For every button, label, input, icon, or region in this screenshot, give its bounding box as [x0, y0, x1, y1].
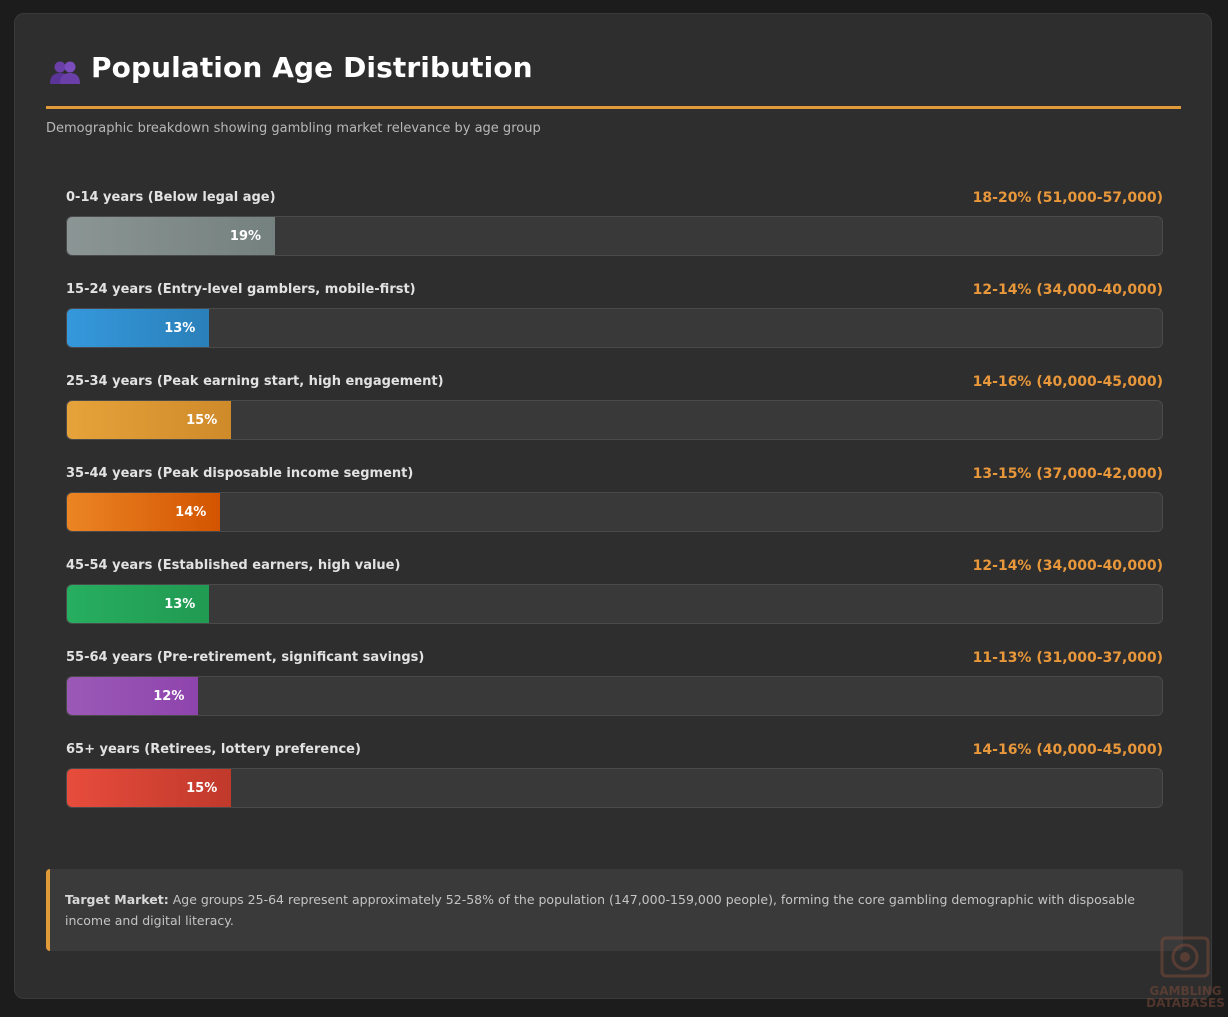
category-label: 55-64 years (Pre-retirement, significant… — [66, 650, 425, 665]
bar-value-label: 12% — [153, 688, 185, 704]
category-label: 0-14 years (Below legal age) — [66, 190, 276, 205]
bar: 19% — [67, 217, 276, 255]
bar-list: 0-14 years (Below legal age) 18-20% (51,0… — [66, 190, 1163, 834]
bar-value-label: 13% — [164, 320, 196, 336]
note-lead: Target Market: — [65, 892, 169, 907]
bar-row: 55-64 years (Pre-retirement, significant… — [66, 650, 1163, 742]
bar-value-label: 13% — [164, 596, 196, 612]
page-title: Population Age Distribution — [91, 51, 533, 84]
bar-track: 19% — [66, 216, 1163, 256]
bar: 15% — [67, 401, 232, 439]
range-label: 18-20% (51,000-57,000) — [972, 190, 1163, 206]
bar: 15% — [67, 769, 232, 807]
bar-row: 15-24 years (Entry-level gamblers, mobil… — [66, 282, 1163, 374]
gambling-databases-logo: GAMBLING DATABASES — [1143, 932, 1228, 1017]
bar-track: 14% — [66, 492, 1163, 532]
bar-track: 13% — [66, 584, 1163, 624]
range-label: 13-15% (37,000-42,000) — [972, 466, 1163, 482]
bar-value-label: 14% — [175, 504, 207, 520]
category-label: 25-34 years (Peak earning start, high en… — [66, 374, 444, 389]
bar-track: 15% — [66, 400, 1163, 440]
range-label: 14-16% (40,000-45,000) — [972, 742, 1163, 758]
bar-track: 13% — [66, 308, 1163, 348]
bar-row: 45-54 years (Established earners, high v… — [66, 558, 1163, 650]
chart-card: Population Age Distribution Demographic … — [14, 13, 1212, 999]
bar-row: 0-14 years (Below legal age) 18-20% (51,0… — [66, 190, 1163, 282]
chart-header: Population Age Distribution — [46, 50, 1181, 109]
range-label: 11-13% (31,000-37,000) — [972, 650, 1163, 666]
bar-value-label: 19% — [229, 228, 262, 244]
chip-icon — [1160, 936, 1210, 978]
range-label: 12-14% (34,000-40,000) — [972, 282, 1163, 298]
people-icon — [50, 61, 80, 84]
category-label: 45-54 years (Established earners, high v… — [66, 558, 401, 573]
category-label: 65+ years (Retirees, lottery preference) — [66, 742, 361, 757]
bar: 13% — [67, 309, 210, 347]
category-label: 15-24 years (Entry-level gamblers, mobil… — [66, 282, 416, 297]
bar: 12% — [67, 677, 199, 715]
bar-track: 15% — [66, 768, 1163, 808]
bar-row: 25-34 years (Peak earning start, high en… — [66, 374, 1163, 466]
bar-value-label: 15% — [186, 412, 218, 428]
watermark-text: GAMBLING DATABASES — [1146, 984, 1225, 1010]
chart-subtitle: Demographic breakdown showing gambling m… — [46, 121, 541, 136]
range-label: 14-16% (40,000-45,000) — [972, 374, 1163, 390]
bar: 14% — [67, 493, 221, 531]
range-label: 12-14% (34,000-40,000) — [972, 558, 1163, 574]
bar-value-label: 15% — [186, 780, 218, 796]
bar-row: 35-44 years (Peak disposable income segm… — [66, 466, 1163, 558]
category-label: 35-44 years (Peak disposable income segm… — [66, 466, 414, 481]
bar-track: 12% — [66, 676, 1163, 716]
target-market-note: Target Market: Age groups 25-64 represen… — [46, 869, 1183, 951]
bar-row: 65+ years (Retirees, lottery preference)… — [66, 742, 1163, 834]
bar: 13% — [67, 585, 210, 623]
note-text: Age groups 25-64 represent approximately… — [65, 892, 1135, 928]
